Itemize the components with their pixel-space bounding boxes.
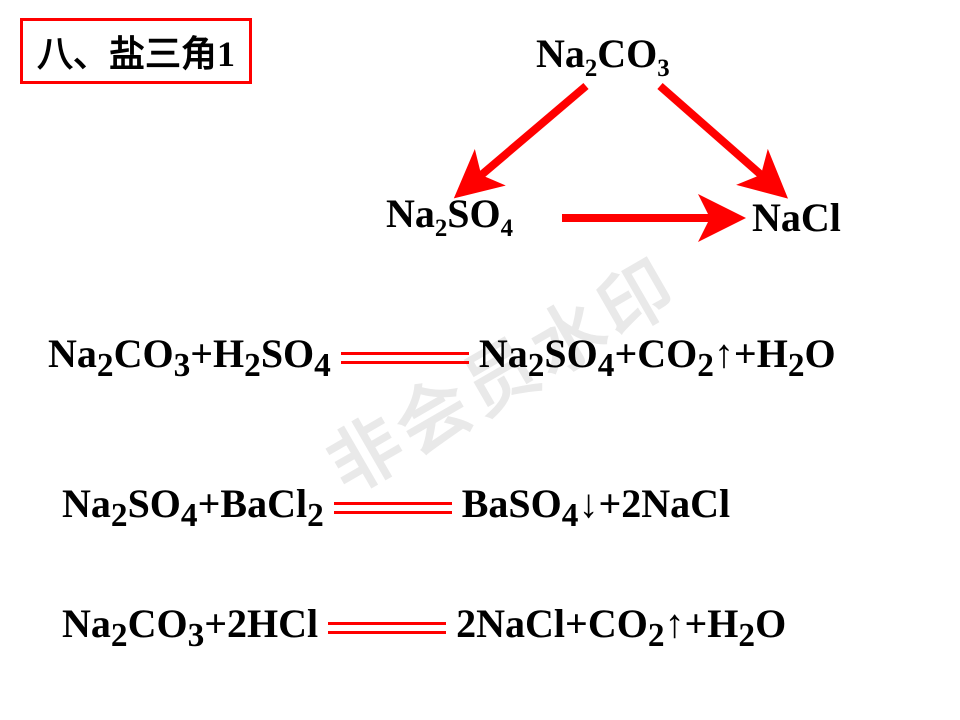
equation-3-rhs: 2NaCl+CO2↑+H2O (456, 600, 786, 655)
equation-1-equals (341, 352, 469, 364)
equation-3: Na2CO3+2HCl 2NaCl+CO2↑+H2O (62, 600, 786, 655)
equation-1-lhs: Na2CO3+H2SO4 (48, 330, 331, 385)
slide-title: 八、盐三角1 (20, 18, 252, 84)
equation-3-equals (328, 622, 446, 634)
equation-2-rhs: BaSO4↓+2NaCl (462, 480, 730, 535)
slide-root: { "title": { "text": "八、盐三角1", "left": 2… (0, 0, 960, 720)
triangle-node-top: Na2CO3 (536, 30, 670, 77)
equation-2: Na2SO4+BaCl2 BaSO4↓+2NaCl (62, 480, 730, 535)
triangle-node-right: NaCl (752, 194, 841, 241)
triangle-node-left: Na2SO4 (386, 190, 513, 237)
equation-2-equals (334, 502, 452, 514)
equation-3-lhs: Na2CO3+2HCl (62, 600, 318, 655)
equation-2-lhs: Na2SO4+BaCl2 (62, 480, 324, 535)
equation-1: Na2CO3+H2SO4 Na2SO4+CO2↑+H2O (48, 330, 836, 385)
equation-1-rhs: Na2SO4+CO2↑+H2O (479, 330, 836, 385)
